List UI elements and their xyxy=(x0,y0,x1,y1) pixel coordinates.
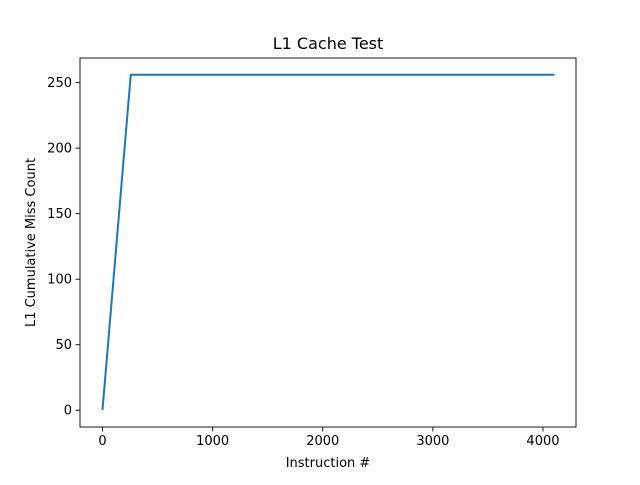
y-tick-label: 50 xyxy=(55,338,72,353)
axes-frame xyxy=(79,57,577,428)
x-tick-label: 2000 xyxy=(306,434,339,449)
x-tick-label: 1000 xyxy=(196,434,229,449)
y-tick-label: 250 xyxy=(47,76,72,91)
y-tick-label: 150 xyxy=(47,207,72,222)
x-tick-label: 0 xyxy=(98,434,106,449)
y-tick-label: 100 xyxy=(47,273,72,288)
chart-title: L1 Cache Test xyxy=(273,34,384,53)
series-line-0 xyxy=(101,73,555,411)
x-tick-label: 3000 xyxy=(416,434,449,449)
y-tick-label: 200 xyxy=(47,142,72,157)
y-axis-label: L1 Cumulative Miss Count xyxy=(24,158,39,327)
y-tick-label: 0 xyxy=(64,404,72,419)
y-axis: 0 50 100 150 200 250 xyxy=(47,76,80,419)
x-tick-label: 4000 xyxy=(526,434,559,449)
x-axis-label: Instruction # xyxy=(286,456,371,471)
x-axis: 0 1000 2000 3000 4000 xyxy=(98,427,560,449)
plot-area xyxy=(101,73,555,411)
